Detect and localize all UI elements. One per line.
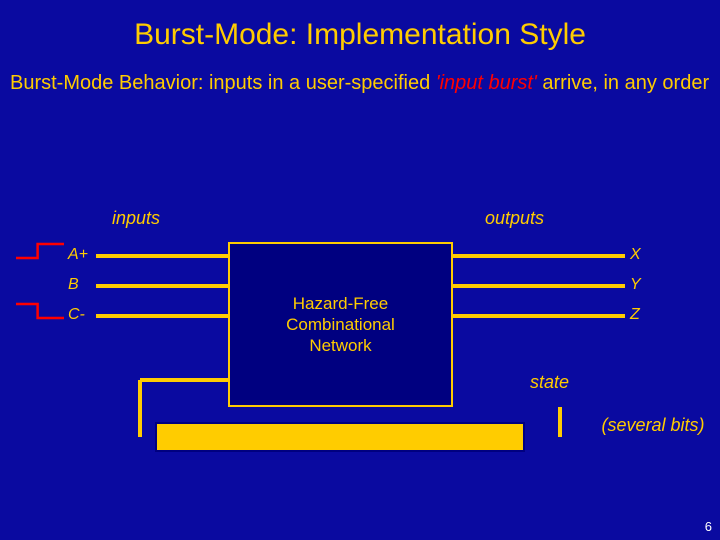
network-line3: Network bbox=[309, 336, 371, 355]
slide-title: Burst-Mode: Implementation Style bbox=[0, 0, 720, 52]
signal-out-x: X bbox=[630, 246, 641, 264]
behavior-lead: Burst-Mode Behavior: bbox=[10, 72, 209, 94]
signal-out-y: Y bbox=[630, 276, 641, 294]
signal-in-a: A+ bbox=[68, 246, 88, 264]
outputs-label: outputs bbox=[485, 208, 544, 229]
network-text: Hazard-Free Combinational Network bbox=[286, 293, 395, 357]
page-number: 6 bbox=[705, 519, 712, 534]
behavior-mid1: inputs in a user-specified bbox=[209, 72, 436, 94]
network-line1: Hazard-Free bbox=[293, 294, 388, 313]
behavior-emphasis: 'input burst' bbox=[436, 72, 537, 94]
signal-in-b: B bbox=[68, 276, 79, 294]
behavior-mid2: arrive, in any order bbox=[537, 72, 709, 94]
network-box: Hazard-Free Combinational Network bbox=[228, 242, 453, 407]
inputs-label: inputs bbox=[112, 208, 160, 229]
state-box bbox=[155, 422, 525, 452]
state-label: state bbox=[530, 372, 569, 393]
signal-in-c: C- bbox=[68, 306, 85, 324]
behavior-text: Burst-Mode Behavior: inputs in a user-sp… bbox=[0, 52, 720, 97]
diagram: inputs outputs A+ B C- X Y Z Hazard-Free… bbox=[0, 200, 720, 490]
signal-out-z: Z bbox=[630, 306, 640, 324]
several-bits-label: (several bits) bbox=[598, 415, 708, 436]
slide: Burst-Mode: Implementation Style Burst-M… bbox=[0, 0, 720, 540]
network-line2: Combinational bbox=[286, 315, 395, 334]
